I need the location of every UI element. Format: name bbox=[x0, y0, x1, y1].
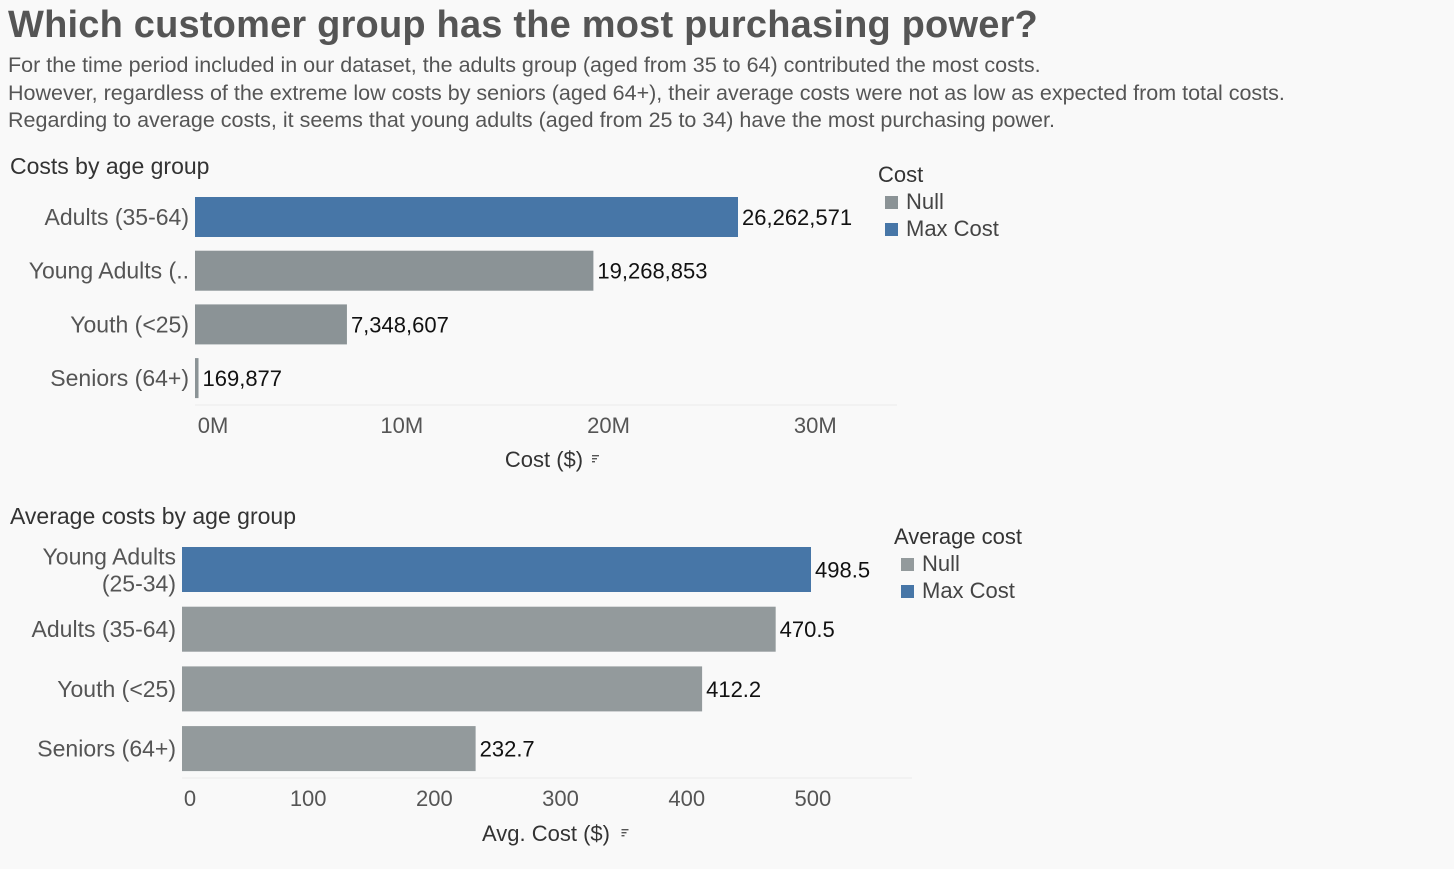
category-label: Adults (35-64) bbox=[45, 204, 189, 230]
sort-icon-line bbox=[592, 458, 597, 460]
data-label: 412.2 bbox=[706, 677, 761, 702]
x-axis-title: Avg. Cost ($) bbox=[482, 821, 610, 846]
category-label: Young Adults (.. bbox=[29, 258, 189, 284]
sort-icon-line bbox=[621, 835, 625, 837]
data-label: 470.5 bbox=[780, 617, 835, 642]
subtitle-line: Regarding to average costs, it seems tha… bbox=[8, 108, 1055, 132]
bar bbox=[182, 666, 703, 712]
category-label: (25-34) bbox=[102, 571, 176, 597]
chart-title: Costs by age group bbox=[10, 153, 209, 179]
legend-title: Cost bbox=[878, 162, 923, 187]
legend-swatch bbox=[885, 196, 898, 209]
sort-icon-line bbox=[621, 832, 627, 834]
data-label: 19,268,853 bbox=[597, 259, 707, 284]
legend-label: Max Cost bbox=[922, 578, 1015, 603]
category-label: Young Adults bbox=[43, 544, 176, 570]
subtitle: For the time period included in our data… bbox=[8, 52, 1285, 135]
category-label: Adults (35-64) bbox=[32, 616, 176, 642]
bar bbox=[182, 726, 476, 772]
category-label: Seniors (64+) bbox=[37, 736, 176, 762]
bar bbox=[195, 358, 199, 399]
chart-title: Average costs by age group bbox=[10, 503, 296, 529]
legend-swatch bbox=[901, 558, 914, 571]
data-label: 26,262,571 bbox=[742, 205, 852, 230]
legend-swatch bbox=[885, 223, 898, 236]
x-tick-label: 10M bbox=[380, 413, 423, 438]
sort-icon-line bbox=[592, 461, 595, 463]
bar bbox=[182, 606, 776, 652]
bar bbox=[195, 250, 594, 291]
data-label: 169,877 bbox=[203, 366, 283, 391]
legend-label: Null bbox=[922, 551, 960, 576]
legend-swatch bbox=[901, 585, 914, 598]
bar-max bbox=[182, 547, 811, 592]
bar-max bbox=[195, 197, 738, 237]
x-axis-title: Cost ($) bbox=[505, 447, 583, 472]
chart-1: Costs by age group 26,262,571 Adults (35-6… bbox=[10, 153, 999, 472]
subtitle-line: For the time period included in our data… bbox=[8, 53, 1041, 77]
chart-2: Average costs by age group 498.5 Young Adu… bbox=[10, 503, 1022, 846]
sort-icon bbox=[621, 829, 629, 837]
x-tick-label: 100 bbox=[290, 786, 327, 811]
legend-title: Average cost bbox=[894, 524, 1022, 549]
x-tick-label: 400 bbox=[668, 786, 705, 811]
legend-label: Max Cost bbox=[906, 216, 999, 241]
subtitle-line: However, regardless of the extreme low c… bbox=[8, 80, 1285, 105]
category-label: Seniors (64+) bbox=[50, 365, 189, 391]
data-label: 498.5 bbox=[815, 558, 870, 583]
legend-label: Null bbox=[906, 189, 944, 214]
x-tick-label: 0 bbox=[184, 786, 196, 811]
data-label: 232.7 bbox=[480, 737, 535, 762]
sort-icon-line bbox=[592, 455, 599, 457]
data-label: 7,348,607 bbox=[351, 312, 449, 337]
x-tick-label: 20M bbox=[587, 413, 630, 438]
x-tick-label: 500 bbox=[795, 786, 832, 811]
category-label: Youth (<25) bbox=[70, 311, 189, 337]
x-tick-label: 30M bbox=[794, 413, 837, 438]
x-tick-label: 200 bbox=[416, 786, 453, 811]
sort-icon bbox=[592, 455, 599, 463]
x-tick-label: 0M bbox=[198, 413, 229, 438]
page-title: Which customer group has the most purcha… bbox=[8, 4, 1038, 46]
sort-icon-line bbox=[621, 829, 629, 831]
x-tick-label: 300 bbox=[542, 786, 579, 811]
category-label: Youth (<25) bbox=[57, 676, 176, 702]
bar bbox=[195, 304, 347, 345]
